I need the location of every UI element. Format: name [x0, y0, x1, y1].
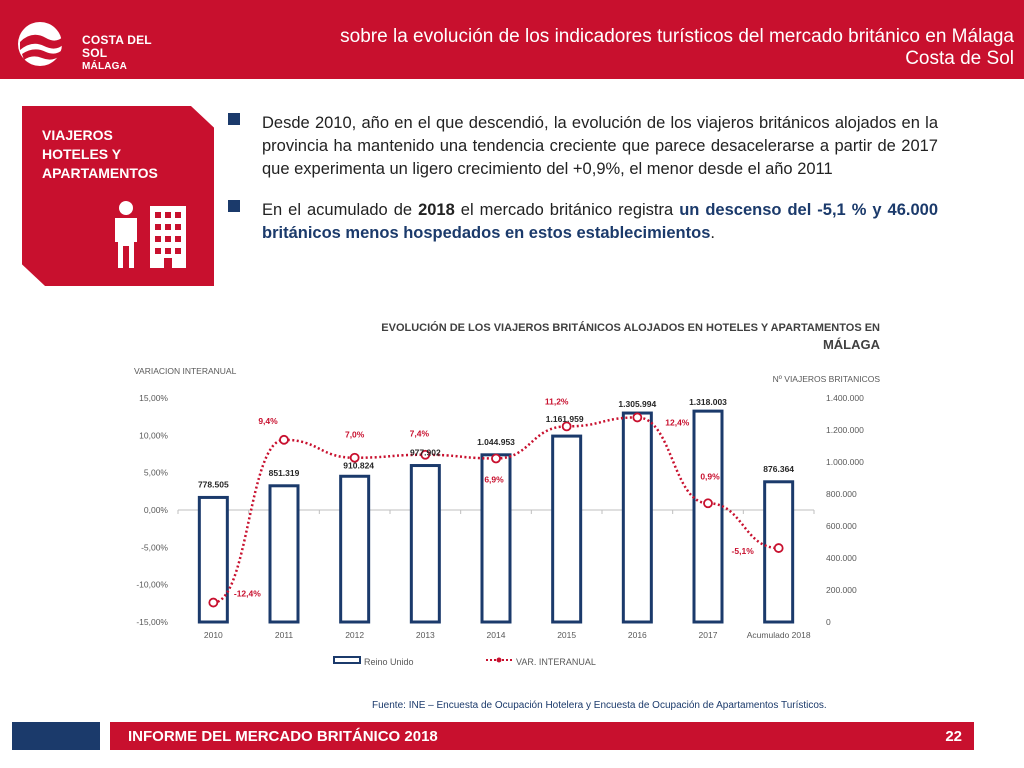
- legend-bar-swatch: [333, 656, 361, 664]
- x-tick-label: 2016: [628, 630, 647, 640]
- bar: [480, 453, 512, 624]
- left-tick-label: -5,00%: [141, 542, 168, 552]
- right-tick-label: 1.400.000: [826, 393, 864, 403]
- variation-value-label: 6,9%: [484, 474, 504, 484]
- logo-line-1: COSTA DEL SOL: [82, 33, 152, 60]
- x-tick-label: 2012: [345, 630, 364, 640]
- bullet-square-icon: [228, 113, 240, 125]
- section-title-line-1: VIAJEROS: [42, 127, 113, 143]
- variation-point: [773, 543, 784, 553]
- source-note: Fuente: INE – Encuesta de Ocupación Hote…: [372, 700, 827, 711]
- bullet-square-icon: [228, 200, 240, 212]
- bullet-item-2: En el acumulado de 2018 el mercado britá…: [228, 199, 938, 245]
- right-tick-label: 600.000: [826, 521, 857, 531]
- bar: [763, 480, 795, 624]
- variation-value-label: 11,2%: [545, 396, 569, 406]
- right-axis-label: Nº VIAJEROS BRITANICOS: [773, 374, 881, 384]
- legend-line-marker: [496, 657, 502, 663]
- bar-value-label: 910.824: [343, 460, 374, 470]
- variation-point: [703, 498, 713, 509]
- variation-value-label: 12,4%: [665, 417, 690, 427]
- variation-value-label: 7,4%: [410, 429, 430, 439]
- left-axis-label: VARIACION INTERANUAL: [134, 366, 237, 376]
- bar-value-label: 1.305.994: [618, 399, 656, 409]
- chart-title-line-2: MÁLAGA: [823, 337, 881, 352]
- right-tick-label: 1.200.000: [826, 425, 864, 435]
- x-tick-label: 2013: [416, 630, 435, 640]
- variation-value-label: -12,4%: [234, 589, 261, 599]
- x-tick-label: 2011: [275, 630, 294, 640]
- right-tick-label: 200.000: [826, 585, 857, 595]
- bullet-list: Desde 2010, año en el que descendió, la …: [228, 112, 938, 263]
- footer-title: INFORME DEL MERCADO BRITÁNICO 2018: [128, 728, 438, 745]
- variation-point: [208, 597, 219, 608]
- section-title-line-2: HOTELES Y: [42, 146, 122, 162]
- section-title-line-3: APARTAMENTOS: [42, 165, 158, 181]
- bar-value-label: 1.044.953: [477, 437, 515, 447]
- bullet-text-2-year: 2018: [418, 201, 455, 219]
- bullet-item-1: Desde 2010, año en el que descendió, la …: [228, 112, 938, 181]
- bar: [268, 484, 300, 624]
- bar: [692, 409, 724, 624]
- x-tick-label: Acumulado 2018: [747, 630, 811, 640]
- bar: [409, 464, 441, 624]
- bullet-text-2a: En el acumulado de: [262, 201, 419, 219]
- logo-line-2: MÁLAGA: [82, 61, 128, 72]
- right-tick-label: 1.000.000: [826, 457, 864, 467]
- right-tick-label: 800.000: [826, 489, 857, 499]
- variation-point: [632, 412, 643, 423]
- logo-waves-icon: [18, 22, 64, 66]
- bar: [339, 474, 371, 624]
- bar: [551, 434, 583, 624]
- left-tick-label: -10,00%: [136, 580, 168, 590]
- header-bar: COSTA DEL SOL MÁLAGA sobre la evolución …: [0, 0, 1024, 79]
- variation-point: [561, 421, 572, 432]
- section-badge: VIAJEROS HOTELES Y APARTAMENTOS: [22, 106, 214, 286]
- right-tick-label: 400.000: [826, 553, 857, 563]
- bar-value-label: 1.161.959: [546, 414, 584, 424]
- variation-point: [491, 453, 501, 464]
- chart-title-line-1: EVOLUCIÓN DE LOS VIAJEROS BRITÁNICOS ALO…: [381, 321, 880, 334]
- variation-value-label: 0,9%: [700, 471, 720, 481]
- travelers-chart: EVOLUCIÓN DE LOS VIAJEROS BRITÁNICOS ALO…: [134, 321, 881, 667]
- bar-value-label: 778.505: [198, 479, 229, 489]
- right-tick-label: 0: [826, 617, 831, 627]
- bar-value-label: 1.318.003: [689, 397, 727, 407]
- bar-value-label: 851.319: [269, 468, 300, 478]
- legend-line-label: VAR. INTERANUAL: [516, 657, 596, 667]
- x-tick-label: 2014: [487, 630, 506, 640]
- left-tick-label: 0,00%: [144, 505, 169, 515]
- person-building-icon: [115, 201, 186, 268]
- variation-point: [420, 449, 431, 460]
- footer-bar: INFORME DEL MERCADO BRITÁNICO 2018 22: [110, 722, 974, 750]
- left-tick-label: -15,00%: [136, 617, 168, 627]
- bullet-text-2-highlight: un descenso del -5,1 % y 46.000 británic…: [262, 201, 938, 242]
- left-tick-label: 10,00%: [139, 430, 168, 440]
- bar: [621, 411, 653, 624]
- x-tick-label: 2017: [699, 630, 718, 640]
- page-number: 22: [945, 728, 962, 745]
- legend-bar-label: Reino Unido: [364, 657, 414, 667]
- variation-value-label: 7,0%: [345, 430, 365, 440]
- section-title: VIAJEROS HOTELES Y APARTAMENTOS: [42, 126, 158, 183]
- variation-point: [349, 452, 360, 463]
- bar-value-label: 977.902: [410, 448, 441, 458]
- bullet-text-2-end: .: [710, 224, 715, 242]
- x-tick-label: 2010: [204, 630, 223, 640]
- bullet-text-2b: el mercado británico registra: [454, 201, 680, 219]
- header-title: sobre la evolución de los indicadores tu…: [340, 26, 1014, 69]
- footer-accent: [12, 722, 100, 750]
- costa-del-sol-logo: COSTA DEL SOL MÁLAGA: [12, 18, 172, 72]
- left-tick-label: 5,00%: [144, 468, 169, 478]
- variation-value-label: 9,4%: [258, 416, 278, 426]
- left-tick-label: 15,00%: [139, 393, 168, 403]
- bar: [197, 495, 229, 624]
- bullet-text-1: Desde 2010, año en el que descendió, la …: [262, 114, 938, 178]
- logo-text: COSTA DEL SOL MÁLAGA: [82, 34, 172, 73]
- bar-value-label: 876.364: [763, 464, 794, 474]
- x-tick-label: 2015: [557, 630, 576, 640]
- variation-value-label: -5,1%: [732, 546, 755, 556]
- variation-point: [279, 434, 289, 445]
